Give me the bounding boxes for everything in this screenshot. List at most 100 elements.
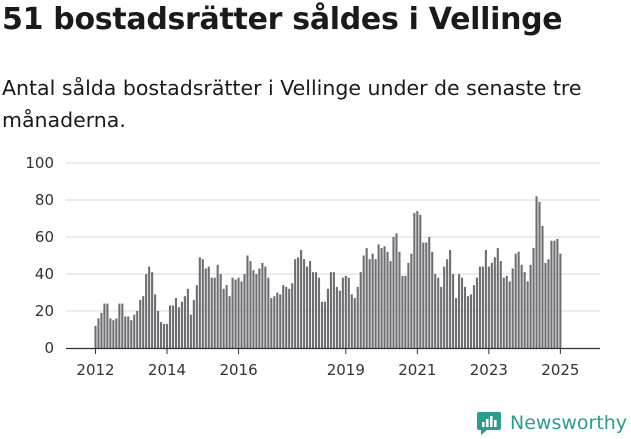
bar: [434, 274, 437, 348]
bar: [148, 266, 151, 348]
bar: [449, 249, 452, 348]
bar: [362, 255, 365, 348]
bar: [514, 253, 517, 348]
bar: [475, 277, 478, 348]
bar: [472, 285, 476, 348]
bar: [374, 259, 377, 348]
y-tick-label: 100: [25, 154, 54, 172]
bar: [160, 322, 163, 348]
bar: [416, 211, 419, 348]
bar: [538, 201, 541, 348]
bar: [201, 259, 204, 348]
bar: [547, 259, 550, 348]
bar: [395, 233, 398, 348]
bar: [422, 242, 425, 348]
bar: [460, 277, 464, 348]
bar: [520, 264, 523, 348]
bar: [377, 244, 380, 348]
bar: [431, 251, 434, 348]
bar: [311, 272, 315, 348]
bar: [168, 305, 172, 348]
bar: [207, 266, 210, 348]
bar: [177, 307, 180, 348]
bar: [222, 288, 225, 348]
bar: [386, 251, 389, 348]
x-tick-label: 2014: [148, 361, 186, 379]
bar: [529, 264, 532, 348]
bar: [314, 272, 318, 348]
bar: [487, 266, 490, 348]
axes: [66, 347, 600, 354]
bar: [162, 323, 166, 348]
bar: [559, 253, 562, 348]
bar: [341, 277, 344, 348]
bar: [344, 275, 347, 348]
bar: [490, 262, 493, 348]
bar: [109, 318, 112, 348]
bar: [493, 257, 496, 348]
bar: [317, 277, 321, 348]
bars: [94, 196, 562, 348]
bar: [523, 272, 526, 348]
bar: [478, 266, 481, 348]
bar: [151, 272, 154, 348]
x-tick-label: 2016: [219, 361, 257, 379]
bar: [174, 298, 178, 348]
bar: [237, 277, 240, 348]
bar: [240, 281, 243, 348]
bar: [309, 261, 312, 348]
bar: [463, 286, 467, 348]
logo-text: Newsworthy: [510, 412, 628, 434]
bar: [183, 296, 186, 348]
bar: [481, 266, 484, 348]
bar: [440, 286, 443, 348]
bar: [171, 305, 175, 348]
bar: [452, 274, 455, 348]
y-tick-label: 80: [35, 191, 54, 209]
bar: [103, 303, 106, 348]
bar: [407, 262, 410, 348]
bar: [532, 248, 535, 348]
bar: [502, 277, 505, 348]
bar: [413, 212, 416, 348]
bar: [204, 268, 207, 348]
bar: [127, 316, 130, 348]
bar: [335, 286, 338, 348]
x-tick-label: 2025: [541, 361, 579, 379]
page-subtitle: Antal sålda bostadsrätter i Vellinge und…: [2, 76, 582, 132]
x-tick-label: 2023: [470, 361, 508, 379]
bar: [300, 249, 303, 348]
bar: [249, 261, 252, 348]
bar-chart: 0 20 40 60 80 100 2012 2014 2016 2019 2021 2023 2025…: [25, 150, 600, 379]
bar: [458, 274, 461, 348]
bar: [508, 281, 511, 348]
bar: [112, 320, 115, 348]
grid-lines: [66, 162, 600, 312]
bar: [392, 237, 395, 348]
newsworthy-logo: Newsworthy: [476, 408, 627, 438]
y-tick-label: 40: [35, 265, 54, 283]
bar: [425, 242, 428, 348]
bar: [255, 274, 258, 348]
bar: [332, 272, 335, 348]
bar: [380, 248, 383, 348]
bar: [368, 259, 371, 348]
bar: [338, 290, 341, 348]
bar: [139, 299, 142, 348]
tick-labels: 0 20 40 60 80 100 2012 2014 2016 2019 2021 2023 2025…: [25, 150, 589, 379]
bar: [195, 285, 198, 348]
bar: [106, 303, 109, 348]
bar: [499, 261, 502, 348]
bar: [556, 238, 559, 348]
bar: [276, 292, 279, 348]
bar: [231, 277, 234, 348]
bar: [329, 272, 332, 348]
bar: [228, 296, 231, 348]
bar: [469, 294, 473, 348]
bar: [282, 285, 285, 348]
bar: [410, 253, 413, 348]
bar: [365, 248, 368, 348]
bar: [517, 251, 520, 348]
bar: [189, 314, 192, 348]
bar: [541, 225, 544, 348]
